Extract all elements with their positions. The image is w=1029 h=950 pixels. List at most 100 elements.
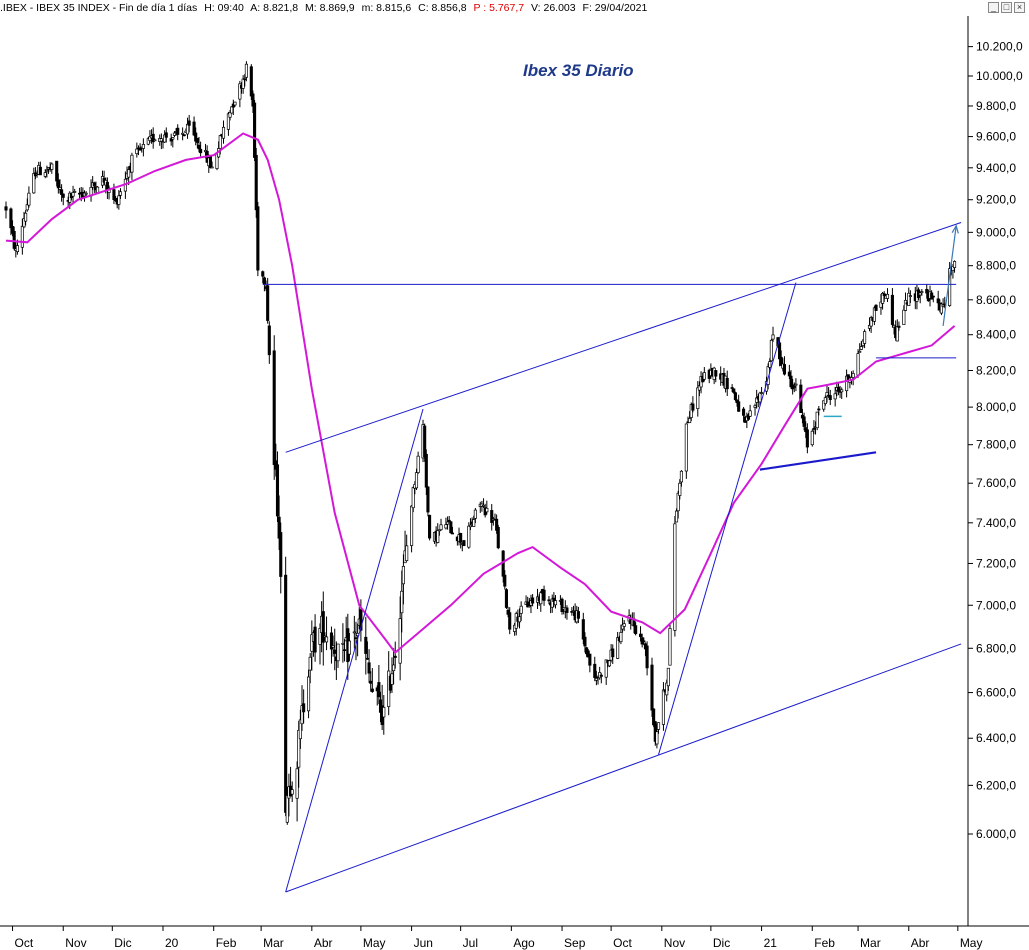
candle-body bbox=[645, 645, 649, 669]
candle-body bbox=[652, 708, 656, 726]
candle-body bbox=[760, 392, 764, 394]
y-tick-label: 7.800,0 bbox=[976, 438, 1016, 452]
candle-body bbox=[611, 648, 615, 658]
date-value: F: 29/04/2021 bbox=[582, 2, 648, 14]
candle-body bbox=[266, 285, 270, 321]
x-tick-label: Oct bbox=[613, 936, 632, 950]
x-tick-label: Feb bbox=[216, 936, 237, 950]
candle-body bbox=[815, 411, 819, 429]
candle-body bbox=[336, 643, 340, 662]
x-tick-label: Mar bbox=[860, 936, 881, 950]
moving-average-series bbox=[5, 132, 956, 655]
x-tick-label: Dic bbox=[713, 936, 730, 950]
candle-body bbox=[885, 293, 890, 299]
candle-body bbox=[638, 633, 643, 638]
candle-body bbox=[27, 192, 31, 206]
candle-body bbox=[436, 530, 440, 543]
y-tick-label: 8.400,0 bbox=[976, 328, 1016, 342]
candle-body bbox=[411, 487, 415, 509]
candle-body bbox=[233, 101, 237, 106]
candle-body bbox=[897, 325, 901, 328]
candle-body bbox=[73, 191, 77, 193]
close-icon[interactable]: × bbox=[1014, 2, 1025, 13]
candle-body bbox=[61, 193, 65, 198]
candle-body bbox=[424, 453, 428, 488]
candle-body bbox=[661, 689, 665, 725]
candle-body bbox=[560, 598, 564, 612]
candle-body bbox=[753, 405, 757, 408]
candle-body bbox=[679, 470, 683, 483]
candle-body bbox=[768, 361, 772, 368]
x-tick-label: Feb bbox=[814, 936, 835, 950]
x-tick-label: Oct bbox=[15, 936, 34, 950]
candle-body bbox=[56, 179, 60, 189]
candle-body bbox=[810, 430, 814, 446]
candle-body bbox=[604, 659, 608, 678]
candle-body bbox=[226, 113, 230, 130]
candle-body bbox=[519, 605, 523, 614]
y-tick-label: 8.200,0 bbox=[976, 363, 1016, 377]
candle-body bbox=[895, 326, 899, 342]
candle-body bbox=[20, 225, 24, 248]
candle-body bbox=[748, 410, 752, 417]
minimize-icon[interactable]: _ bbox=[988, 2, 999, 13]
candle-body bbox=[194, 132, 198, 142]
candle-body bbox=[907, 292, 911, 307]
close-value: C: 8.856,8 bbox=[418, 2, 467, 14]
candle-body bbox=[118, 191, 123, 196]
candle-body bbox=[903, 299, 908, 311]
candle-body bbox=[688, 418, 692, 423]
candle-body bbox=[462, 540, 466, 547]
candle-body bbox=[714, 370, 718, 377]
candle-body bbox=[267, 325, 271, 356]
candle-body bbox=[176, 127, 180, 135]
candle-body bbox=[439, 524, 443, 531]
maximize-icon[interactable]: □ bbox=[1001, 2, 1012, 13]
candle-body bbox=[758, 392, 762, 403]
candle-body bbox=[869, 317, 873, 327]
candle-body bbox=[398, 618, 402, 664]
candle-body bbox=[702, 372, 706, 380]
candle-body bbox=[342, 649, 347, 652]
candle-body bbox=[43, 172, 47, 177]
candle-body bbox=[243, 78, 247, 81]
candle-body bbox=[666, 667, 670, 687]
candle-body bbox=[352, 631, 356, 634]
candle-body bbox=[55, 160, 59, 182]
x-tick-label: Jul bbox=[463, 936, 478, 950]
candle-body bbox=[668, 628, 672, 666]
candle-body bbox=[290, 789, 294, 795]
candle-body bbox=[199, 148, 203, 154]
candle-body bbox=[151, 133, 155, 143]
candle-body bbox=[285, 795, 289, 823]
candle-body bbox=[423, 425, 427, 458]
chart-header: .IBEX - IBEX 35 INDEX - Fin de día 1 día… bbox=[0, 0, 1029, 16]
candle-body bbox=[164, 132, 168, 138]
moving-average-line bbox=[5, 132, 956, 655]
candle-body bbox=[851, 373, 855, 378]
y-axis: 10.200,0 10.000,0 9.800,0 9.600,0 9.400,0 9.2… bbox=[968, 40, 1023, 841]
y-tick-label: 7.000,0 bbox=[976, 598, 1016, 612]
channel-lower-line bbox=[285, 643, 962, 893]
y-tick-label: 9.000,0 bbox=[976, 225, 1016, 239]
candle-body bbox=[737, 401, 741, 412]
candle-body bbox=[856, 353, 860, 376]
candle-body bbox=[228, 112, 232, 118]
candle-body bbox=[503, 574, 507, 587]
x-tick-label: Mar bbox=[263, 936, 284, 950]
candle-body bbox=[141, 144, 145, 149]
p-value: P : 5.767,7 bbox=[473, 2, 525, 14]
candle-body bbox=[369, 680, 373, 684]
candle-body bbox=[517, 616, 522, 623]
y-tick-label: 6.800,0 bbox=[976, 641, 1016, 655]
candle-body bbox=[542, 589, 546, 601]
candle-body bbox=[691, 403, 695, 411]
candle-body bbox=[32, 173, 36, 194]
x-tick-label: Abr bbox=[314, 936, 333, 950]
candle-body bbox=[490, 510, 494, 523]
candle-body bbox=[496, 527, 500, 549]
candle-body bbox=[302, 703, 306, 713]
y-tick-label: 9.200,0 bbox=[976, 193, 1016, 207]
candle-body bbox=[221, 126, 226, 139]
